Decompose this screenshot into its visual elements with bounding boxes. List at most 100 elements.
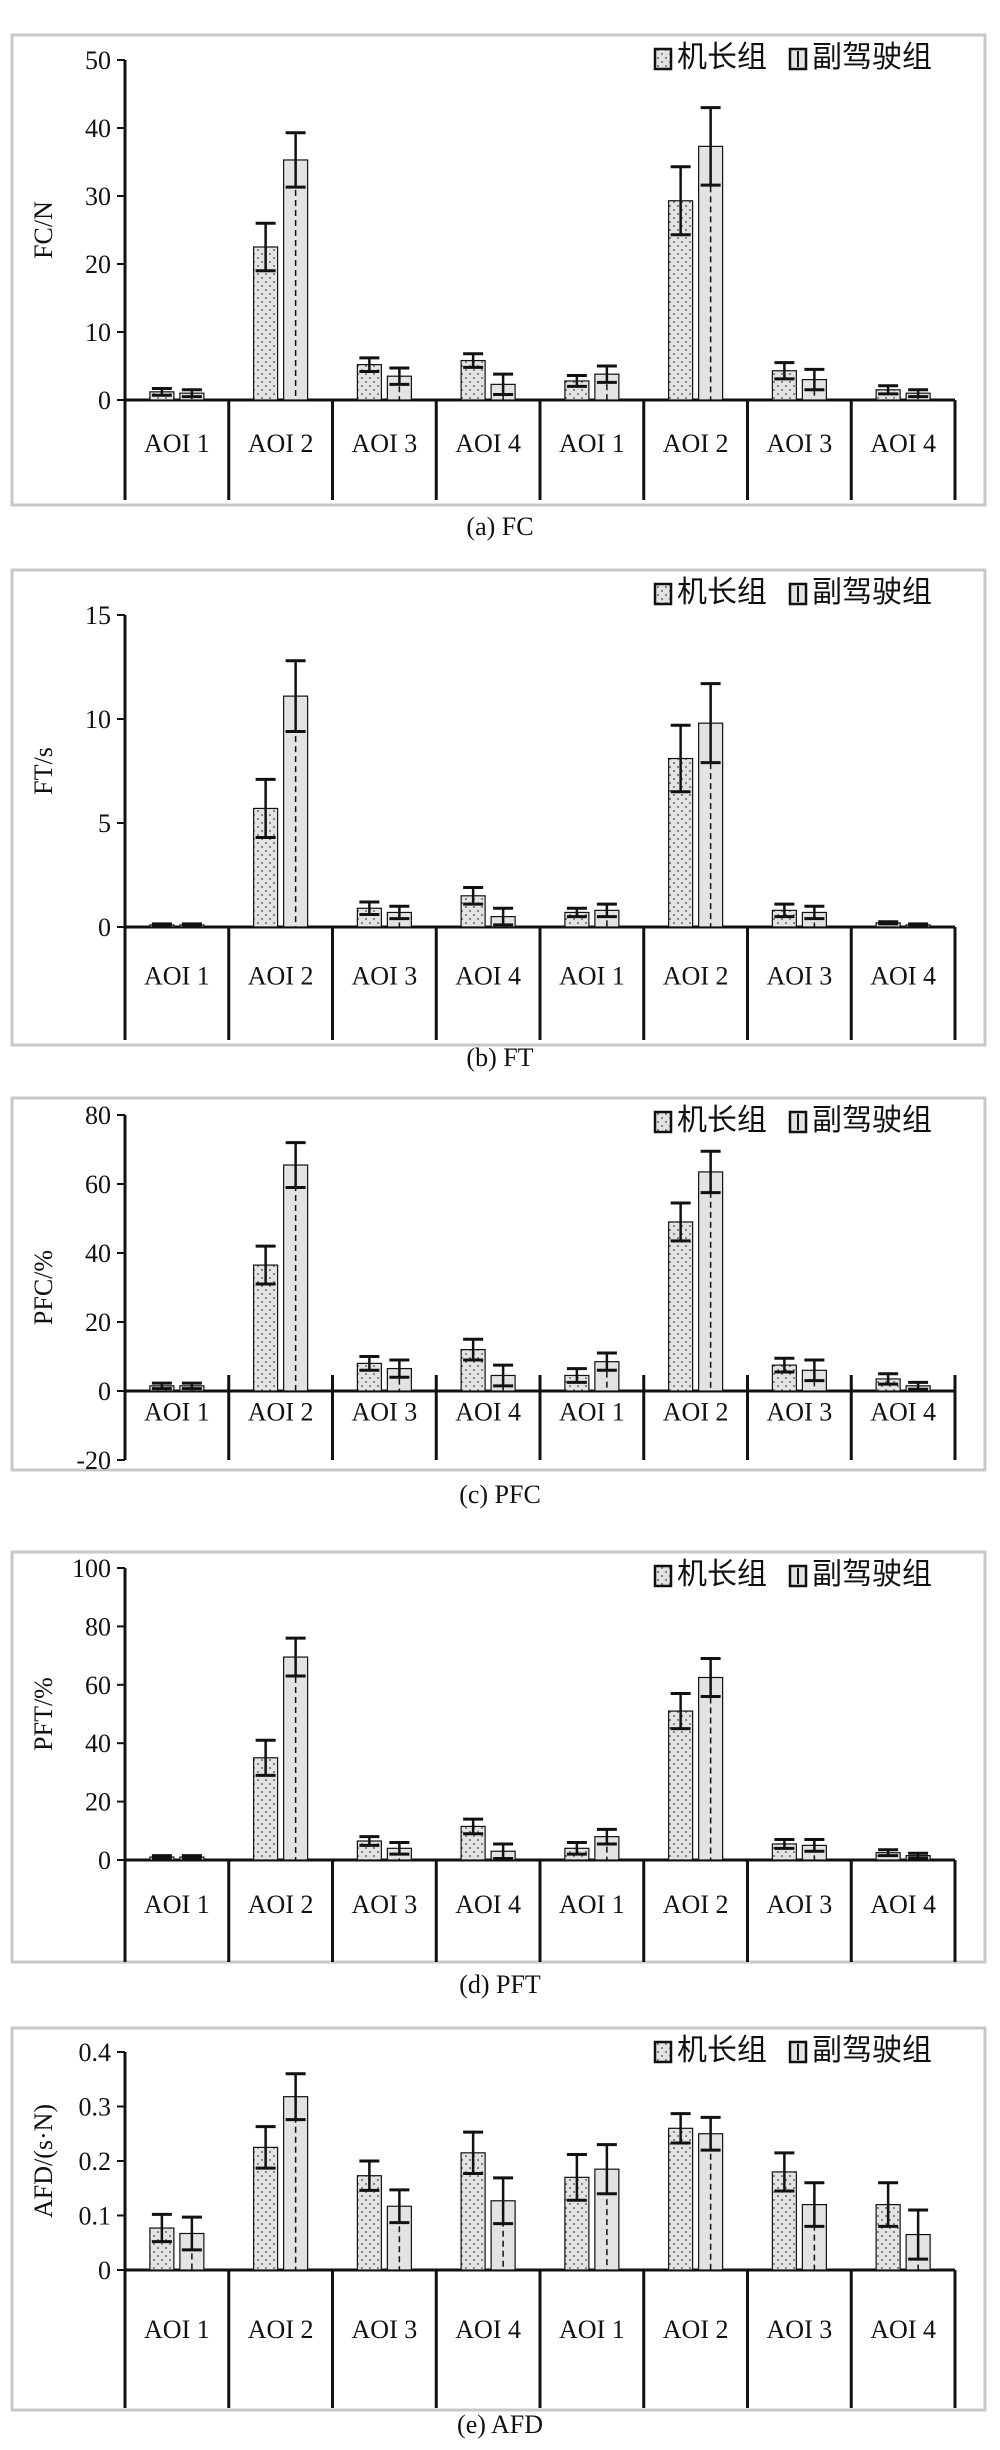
chart-frame xyxy=(10,33,987,507)
chart-svg: -20 0 20 40 60 80 PFC/% AOI 1 AOI 2 AOI 3 AOI 4 AOI… xyxy=(10,1096,987,1475)
category-label: AOI 1 xyxy=(559,2315,625,2344)
bar-captain xyxy=(253,246,279,401)
y-tick-label: 0.4 xyxy=(79,2038,112,2067)
y-tick-label: 5 xyxy=(98,809,111,838)
category-label: AOI 2 xyxy=(663,2315,729,2344)
category-label: AOI 4 xyxy=(455,961,521,990)
panel-fc: 0 10 20 30 40 50 FC/N AOI 1 AOI 2 AOI 3 AOI 4 AOI 1… xyxy=(0,0,1000,541)
y-tick-label: 0.2 xyxy=(79,2147,112,2176)
y-axis-label: AFD/(s·N) xyxy=(29,2104,58,2218)
chart-svg: 0 20 40 60 80 100 PFT/% AOI 1 AOI 2 AOI 3 AOI 4 AOI… xyxy=(10,1550,987,1964)
y-tick-label: 20 xyxy=(85,1788,111,1817)
panel-pfc: -20 0 20 40 60 80 PFC/% AOI 1 AOI 2 AOI 3 AOI 4 AOI… xyxy=(0,1080,1000,1520)
chart-svg: 0 0.1 0.2 0.3 0.4 AFD/(s·N) AOI 1 AOI 2 AOI 3 AOI… xyxy=(10,2026,987,2412)
y-tick-label: 40 xyxy=(85,1239,111,1268)
y-tick-label: 0 xyxy=(98,386,111,415)
category-label: AOI 4 xyxy=(870,1398,936,1427)
category-label: AOI 3 xyxy=(352,961,418,990)
y-tick-label: 20 xyxy=(85,1308,111,1337)
chart-frame xyxy=(10,1096,987,1472)
category-label: AOI 3 xyxy=(352,2315,418,2344)
bar-captain xyxy=(668,1221,694,1392)
category-label: AOI 2 xyxy=(248,1890,314,1919)
category-label: AOI 3 xyxy=(352,429,418,458)
bar-captain xyxy=(253,1264,279,1392)
y-axis-label: FC/N xyxy=(29,201,58,259)
chart-caption: (c) PFC xyxy=(459,1480,541,1509)
category-label: AOI 2 xyxy=(248,961,314,990)
category-label: AOI 4 xyxy=(870,961,936,990)
category-label: AOI 3 xyxy=(767,2315,833,2344)
legend-swatch xyxy=(653,582,673,606)
y-tick-label: 0.1 xyxy=(79,2202,112,2231)
y-tick-label: 50 xyxy=(85,46,111,75)
category-label: AOI 4 xyxy=(455,1890,521,1919)
category-label: AOI 3 xyxy=(767,961,833,990)
category-label: AOI 4 xyxy=(870,1890,936,1919)
y-axis-label: FT/s xyxy=(29,747,58,795)
panel-ft: 0 5 10 15 FT/s AOI 1 AOI 2 AOI 3 AOI 4 AOI 1 AOI 2… xyxy=(0,545,1000,1085)
y-tick-label: 15 xyxy=(85,601,111,630)
bar-captain xyxy=(668,2127,694,2271)
chart-caption: (a) FC xyxy=(466,512,534,541)
legend-label: 机长组 xyxy=(677,1557,767,1592)
legend-label: 副驾驶组 xyxy=(812,2033,932,2068)
category-label: AOI 3 xyxy=(767,1398,833,1427)
chart-frame xyxy=(10,568,987,1047)
category-label: AOI 1 xyxy=(559,961,625,990)
category-label: AOI 4 xyxy=(455,2315,521,2344)
chart-svg: 0 5 10 15 FT/s AOI 1 AOI 2 AOI 3 AOI 4 AOI 1 AOI 2… xyxy=(10,568,987,1047)
legend-label: 副驾驶组 xyxy=(812,1557,932,1592)
chart-caption: (b) FT xyxy=(466,1043,534,1072)
panel-pft: 0 20 40 60 80 100 PFT/% AOI 1 AOI 2 AOI 3 AOI 4 AOI… xyxy=(0,1530,1000,2010)
category-label: AOI 3 xyxy=(352,1890,418,1919)
chart-frame xyxy=(10,1550,987,1964)
category-label: AOI 2 xyxy=(663,961,729,990)
y-tick-label: 80 xyxy=(85,1612,111,1641)
category-label: AOI 2 xyxy=(248,429,314,458)
y-axis-label: PFT/% xyxy=(29,1677,58,1751)
panel-afd: 0 0.1 0.2 0.3 0.4 AFD/(s·N) AOI 1 AOI 2 AOI 3 AOI… xyxy=(0,2010,1000,2450)
chart-caption: (e) AFD xyxy=(457,2410,543,2439)
y-tick-label: 10 xyxy=(85,705,111,734)
legend-label: 机长组 xyxy=(677,2033,767,2068)
legend-label: 机长组 xyxy=(677,40,767,75)
legend-swatch xyxy=(653,1564,673,1588)
category-label: AOI 2 xyxy=(248,2315,314,2344)
category-label: AOI 1 xyxy=(144,429,210,458)
category-label: AOI 1 xyxy=(559,429,625,458)
y-tick-label: 40 xyxy=(85,114,111,143)
category-label: AOI 1 xyxy=(559,1398,625,1427)
chart-caption: (d) PFT xyxy=(459,1970,541,1999)
chart-svg: 0 10 20 30 40 50 FC/N AOI 1 AOI 2 AOI 3 AOI 4 AOI 1… xyxy=(10,33,987,507)
category-label: AOI 4 xyxy=(455,1398,521,1427)
y-tick-label: -20 xyxy=(76,1446,111,1475)
y-tick-label: 60 xyxy=(85,1671,111,1700)
category-label: AOI 2 xyxy=(248,1398,314,1427)
legend-label: 副驾驶组 xyxy=(812,1103,932,1138)
category-label: AOI 3 xyxy=(767,1890,833,1919)
category-label: AOI 2 xyxy=(663,1890,729,1919)
legend-swatch xyxy=(653,47,673,71)
legend-label: 机长组 xyxy=(677,1103,767,1138)
y-tick-label: 0 xyxy=(98,913,111,942)
y-tick-label: 0.3 xyxy=(79,2093,112,2122)
y-tick-label: 40 xyxy=(85,1729,111,1758)
category-label: AOI 1 xyxy=(144,961,210,990)
category-label: AOI 4 xyxy=(870,429,936,458)
legend-label: 副驾驶组 xyxy=(812,575,932,610)
category-label: AOI 1 xyxy=(144,2315,210,2344)
y-tick-label: 0 xyxy=(98,1846,111,1875)
category-label: AOI 1 xyxy=(144,1398,210,1427)
bar-captain xyxy=(668,1710,694,1861)
y-tick-label: 0 xyxy=(98,1377,111,1406)
y-tick-label: 60 xyxy=(85,1170,111,1199)
y-tick-label: 80 xyxy=(85,1101,111,1130)
y-tick-label: 20 xyxy=(85,250,111,279)
category-label: AOI 3 xyxy=(767,429,833,458)
legend-label: 机长组 xyxy=(677,575,767,610)
legend-swatch xyxy=(653,1110,673,1134)
category-label: AOI 1 xyxy=(144,1890,210,1919)
category-label: AOI 2 xyxy=(663,1398,729,1427)
y-tick-label: 100 xyxy=(72,1554,111,1583)
